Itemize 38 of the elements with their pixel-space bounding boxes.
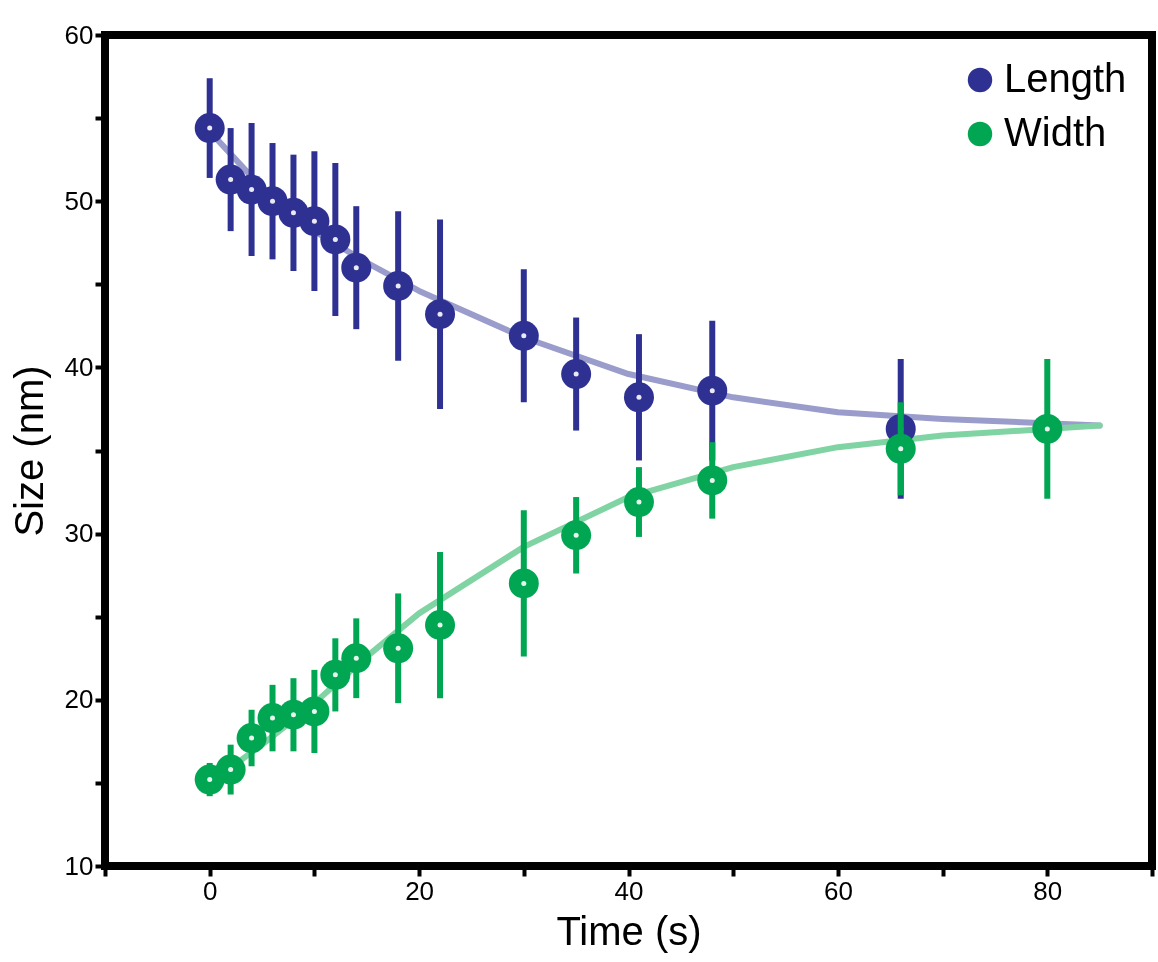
point: [561, 359, 592, 390]
point: [885, 433, 916, 464]
y-tick-label: 40: [64, 351, 94, 382]
x-axis-title: Time (s): [556, 908, 702, 953]
x-tick-label: 20: [405, 875, 435, 906]
point: [561, 520, 592, 551]
point: [383, 633, 414, 664]
x-tick-label: 0: [202, 875, 218, 906]
y-tick-label: 20: [64, 684, 94, 715]
x-tick-label: 80: [1033, 875, 1063, 906]
x-tick-label: 60: [823, 875, 853, 906]
point: [697, 375, 728, 406]
point: [697, 465, 728, 496]
point: [215, 754, 246, 785]
point: [236, 723, 267, 753]
point: [320, 659, 351, 690]
y-tick-label: 30: [64, 518, 94, 549]
point: [1032, 413, 1063, 444]
point: [425, 610, 456, 640]
point: [194, 113, 225, 144]
y-tick-label: 10: [64, 850, 94, 881]
point: [341, 643, 372, 674]
point: [623, 487, 654, 517]
legend-label: Width: [1004, 110, 1107, 154]
point: [299, 206, 330, 237]
point: [341, 252, 372, 283]
point: [320, 224, 351, 255]
y-tick-label: 50: [64, 185, 94, 216]
point: [508, 568, 539, 599]
point: [299, 696, 330, 727]
point: [623, 382, 654, 413]
x-tick-label: 40: [614, 875, 644, 906]
point: [383, 270, 414, 301]
legend-label: Length: [1004, 56, 1127, 100]
point: [425, 299, 456, 330]
point: [508, 320, 539, 351]
y-axis-title: Size (nm): [6, 365, 51, 537]
y-tick-label: 60: [64, 19, 94, 50]
